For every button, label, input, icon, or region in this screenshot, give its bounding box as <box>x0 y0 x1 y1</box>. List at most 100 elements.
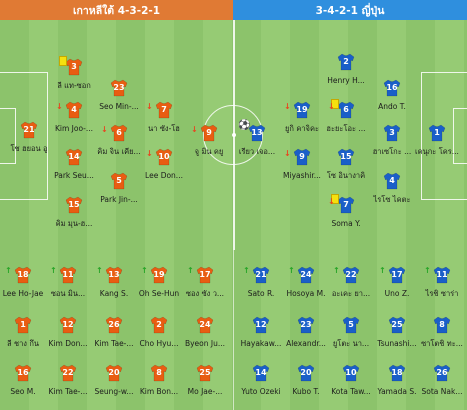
player[interactable]: 20 Kubo T. <box>271 364 341 396</box>
player[interactable]: 25 Tsunashi... <box>362 316 432 348</box>
player[interactable]: 26 Sota Nak... <box>407 364 467 396</box>
player[interactable]: 2 Henry H... <box>311 53 381 85</box>
shirt-number: 19 <box>296 105 308 114</box>
player[interactable]: 14 Yuto Ozeki <box>226 364 296 396</box>
shirt-number: 2 <box>156 320 162 329</box>
shirt-icon: 10 <box>342 364 360 382</box>
player[interactable]: 3 ฮาเซโกะ ... <box>357 124 427 156</box>
player[interactable]: 17 ↑ ซอง ซัง ว... <box>170 266 240 299</box>
player[interactable]: 1 ลี ชาง กึน <box>0 316 58 348</box>
player[interactable]: 4 ไรโซ ไคตะ <box>357 172 427 204</box>
shirt-icon: 1 <box>428 124 446 142</box>
shirt-icon: 18 ↑ <box>5 266 32 284</box>
player[interactable]: 4 ↓ Kim Joo-... <box>39 101 109 133</box>
shirt-icon: 8 <box>433 316 451 334</box>
player[interactable]: 16 Seo M. <box>0 364 58 396</box>
shirt-icon: 4 ↓ <box>56 101 83 119</box>
player[interactable]: 17 ↑ Uno Z. <box>362 266 432 299</box>
player[interactable]: 10 ↓ Lee Don... <box>129 148 199 180</box>
player[interactable]: 18 Yamada S. <box>362 364 432 396</box>
shirt-number: 12 <box>255 320 267 329</box>
player[interactable]: 2 Cho Hyu... <box>124 316 194 348</box>
shirt-icon: 15 <box>65 196 83 214</box>
player[interactable]: 8 Kim Bon... <box>124 364 194 396</box>
player[interactable]: 24 ↑ Hosoya M. <box>271 266 341 299</box>
player[interactable]: 22 ↑ อะเคะ ยา... <box>316 266 386 299</box>
player[interactable]: 7 ↓ Soma Y. <box>311 194 381 228</box>
player[interactable]: 23 Alexandr... <box>271 316 341 348</box>
player[interactable]: 19 ↑ Oh Se-Hun <box>124 266 194 299</box>
player[interactable]: 9 ↓ Miyashir... <box>267 148 337 180</box>
player[interactable]: 1 เคนุกะ โคร... <box>402 124 467 156</box>
shirt-icon: 16 <box>14 364 32 382</box>
player[interactable]: 21 โช ฮยอน อู <box>0 121 64 153</box>
shirt-icon: 6 ↓ <box>328 99 355 119</box>
shirt-icon: 9 ↓ <box>191 124 218 142</box>
substituted-off-icon: ↓ <box>328 102 335 111</box>
player[interactable]: 15 โซ อินางาคิ <box>311 148 381 180</box>
shirt-number: 12 <box>62 320 74 329</box>
home-team-label: เกาหลีใต้ 4-3-2-1 <box>72 4 161 17</box>
player[interactable]: 19 ↓ ยูกิ คาจิคะ <box>267 101 337 133</box>
player[interactable]: 10 Kota Taw... <box>316 364 386 396</box>
player[interactable]: 14 Park Seu... <box>39 148 109 180</box>
player[interactable]: 8 ซาโตชิ ทะ... <box>407 316 467 348</box>
substituted-on-icon: ↑ <box>96 266 103 275</box>
shirt-icon: 13 ⚽ <box>238 120 266 142</box>
shirt-number: 22 <box>62 368 74 377</box>
shirt-icon: 20 <box>105 364 123 382</box>
shirt-icon: 22 <box>59 364 77 382</box>
shirt-number: 9 <box>206 128 212 137</box>
player-name: Soma Y. <box>331 219 361 228</box>
shirt-number: 3 <box>389 128 395 137</box>
shirt-number: 22 <box>345 270 357 279</box>
player[interactable]: 9 ↓ จู มิน คยู <box>174 124 244 156</box>
shirt-number: 21 <box>23 125 35 134</box>
player[interactable]: 25 Mo Jae-... <box>170 364 240 396</box>
player[interactable]: 13 ↑ Kang S. <box>79 266 149 299</box>
player[interactable]: 6 ↓ คิม จิน เคีย... <box>84 124 154 156</box>
substituted-on-icon: ↑ <box>424 266 431 275</box>
shirt-number: 18 <box>391 368 403 377</box>
player[interactable]: 12 Kim Don... <box>33 316 103 348</box>
player[interactable]: 11 ↑ ไรชิ ซาร่า <box>407 266 467 299</box>
shirt-number: 18 <box>17 270 29 279</box>
player[interactable]: 18 ↑ Lee Ho-Jae <box>0 266 58 299</box>
player[interactable]: 23 Seo Min-... <box>84 79 154 111</box>
player-name: เรียว เจอ... <box>238 147 276 156</box>
shirt-number: 13 <box>108 270 120 279</box>
shirt-icon: 12 <box>59 316 77 334</box>
player-name: Lee Don... <box>145 171 183 180</box>
player[interactable]: 24 Byeon Ju... <box>170 316 240 348</box>
shirt-icon: 24 <box>196 316 214 334</box>
player[interactable]: 21 ↑ Sato R. <box>226 266 296 299</box>
substituted-on-icon: ↑ <box>333 266 340 275</box>
center-circle <box>203 105 263 165</box>
player[interactable]: 5 Park Jin-... <box>84 172 154 204</box>
player[interactable]: 12 Hayakaw... <box>226 316 296 348</box>
shirt-icon: 7 ↓ <box>328 194 355 214</box>
player[interactable]: 13 ⚽ เรียว เจอ... <box>222 120 292 156</box>
player[interactable]: 7 ↓ นา ซัง-โฮ <box>129 101 199 133</box>
player[interactable]: 3 ลี แท-ซอก <box>39 56 109 90</box>
player[interactable]: 6 ↓ ฮะยะโอะ ... <box>311 99 381 133</box>
player[interactable]: 11 ↑ ซอน มิน... <box>33 266 103 299</box>
shirt-number: 20 <box>108 368 120 377</box>
substituted-off-icon: ↓ <box>328 197 335 206</box>
shirt-number: 24 <box>300 270 312 279</box>
goal-ball-icon: ⚽ <box>238 120 251 131</box>
player[interactable]: 22 Kim Tae-... <box>33 364 103 396</box>
player[interactable]: 5 ยูโตะ นา... <box>316 316 386 348</box>
shirt-number: 2 <box>343 57 349 66</box>
substituted-on-icon: ↑ <box>379 266 386 275</box>
player[interactable]: 20 Seung-w... <box>79 364 149 396</box>
shirt-icon: 23 <box>297 316 315 334</box>
player[interactable]: 15 คิม มุน-ฮ... <box>39 196 109 228</box>
player[interactable]: 26 Kim Tae-... <box>79 316 149 348</box>
yellow-card-icon <box>331 194 339 204</box>
shirt-icon: 19 ↓ <box>284 101 311 119</box>
player[interactable]: 16 Ando T. <box>357 79 427 111</box>
shirt-icon: 23 <box>110 79 128 97</box>
shirt-icon: 14 <box>252 364 270 382</box>
shirt-icon: 5 <box>110 172 128 190</box>
